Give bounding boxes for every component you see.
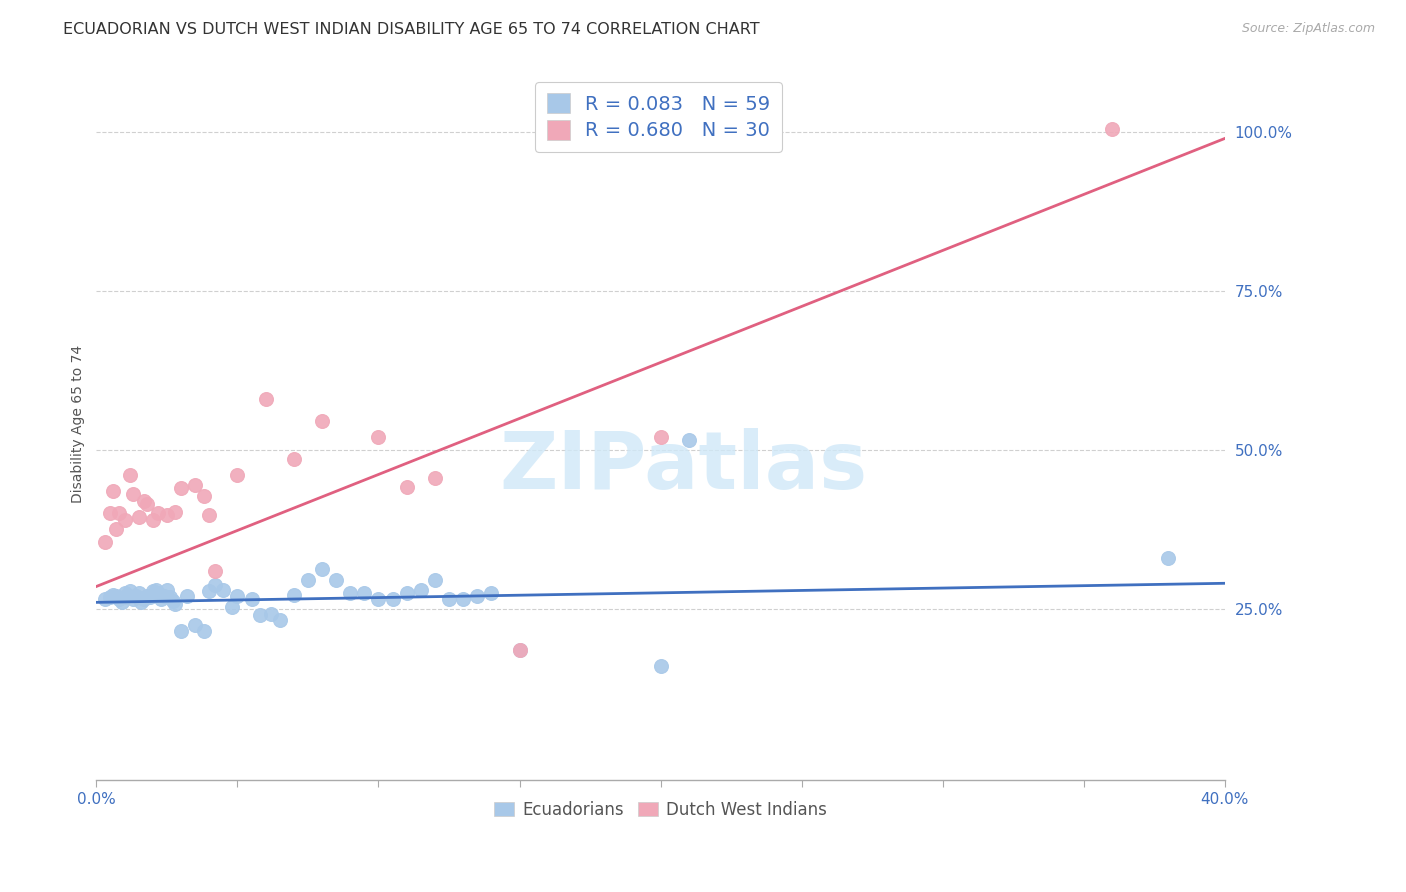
- Point: [136, 497, 159, 511]
- Point: [148, 507, 170, 521]
- Point: [103, 484, 125, 499]
- Point: [204, 577, 226, 591]
- Point: [1101, 122, 1123, 136]
- Point: [269, 613, 291, 627]
- Point: [367, 430, 389, 444]
- Point: [170, 624, 193, 638]
- Point: [148, 586, 170, 600]
- Point: [156, 508, 179, 522]
- Text: Source: ZipAtlas.com: Source: ZipAtlas.com: [1241, 22, 1375, 36]
- Point: [395, 586, 418, 600]
- Point: [150, 592, 173, 607]
- Point: [105, 589, 128, 603]
- Point: [136, 589, 159, 603]
- Text: ECUADORIAN VS DUTCH WEST INDIAN DISABILITY AGE 65 TO 74 CORRELATION CHART: ECUADORIAN VS DUTCH WEST INDIAN DISABILI…: [63, 22, 759, 37]
- Point: [254, 392, 277, 406]
- Point: [103, 588, 125, 602]
- Point: [108, 507, 131, 521]
- Point: [409, 582, 432, 597]
- Point: [100, 507, 122, 521]
- Point: [221, 600, 243, 615]
- Point: [198, 508, 221, 522]
- Point: [678, 434, 700, 448]
- Point: [325, 573, 347, 587]
- Point: [353, 586, 375, 600]
- Point: [105, 522, 128, 536]
- Point: [114, 513, 136, 527]
- Point: [111, 595, 134, 609]
- Point: [367, 592, 389, 607]
- Point: [479, 586, 502, 600]
- Point: [1157, 550, 1180, 565]
- Point: [509, 643, 531, 657]
- Text: ZIPatlas: ZIPatlas: [499, 428, 868, 506]
- Point: [240, 592, 263, 607]
- Point: [451, 592, 474, 607]
- Point: [100, 591, 122, 605]
- Point: [162, 594, 184, 608]
- Point: [134, 493, 156, 508]
- Point: [423, 573, 446, 587]
- Point: [108, 592, 131, 607]
- Point: [204, 564, 226, 578]
- Point: [128, 509, 150, 524]
- Point: [170, 481, 193, 495]
- Point: [94, 592, 117, 607]
- Point: [509, 643, 531, 657]
- Point: [125, 589, 148, 603]
- Point: [153, 589, 176, 603]
- Point: [159, 591, 181, 605]
- Point: [134, 592, 156, 607]
- Point: [142, 513, 165, 527]
- Y-axis label: Disability Age 65 to 74: Disability Age 65 to 74: [72, 345, 86, 503]
- Point: [395, 480, 418, 494]
- Point: [249, 608, 271, 623]
- Point: [184, 617, 207, 632]
- Point: [117, 588, 139, 602]
- Point: [145, 582, 167, 597]
- Point: [114, 586, 136, 600]
- Point: [120, 468, 142, 483]
- Point: [120, 583, 142, 598]
- Point: [381, 592, 404, 607]
- Point: [94, 535, 117, 549]
- Point: [226, 468, 249, 483]
- Legend: Ecuadorians, Dutch West Indians: Ecuadorians, Dutch West Indians: [488, 794, 834, 825]
- Point: [128, 586, 150, 600]
- Point: [193, 624, 215, 638]
- Point: [193, 489, 215, 503]
- Point: [465, 589, 488, 603]
- Point: [165, 505, 187, 519]
- Point: [165, 597, 187, 611]
- Point: [297, 573, 319, 587]
- Point: [139, 591, 162, 605]
- Point: [142, 583, 165, 598]
- Point: [131, 595, 153, 609]
- Point: [176, 589, 198, 603]
- Point: [114, 591, 136, 605]
- Point: [226, 589, 249, 603]
- Point: [198, 583, 221, 598]
- Point: [311, 562, 333, 576]
- Point: [650, 430, 672, 444]
- Point: [260, 607, 283, 621]
- Point: [650, 659, 672, 673]
- Point: [122, 487, 145, 501]
- Point: [437, 592, 460, 607]
- Point: [283, 588, 305, 602]
- Point: [311, 414, 333, 428]
- Point: [283, 452, 305, 467]
- Point: [423, 471, 446, 485]
- Point: [339, 586, 361, 600]
- Point: [212, 582, 235, 597]
- Point: [122, 592, 145, 607]
- Point: [184, 477, 207, 491]
- Point: [156, 582, 179, 597]
